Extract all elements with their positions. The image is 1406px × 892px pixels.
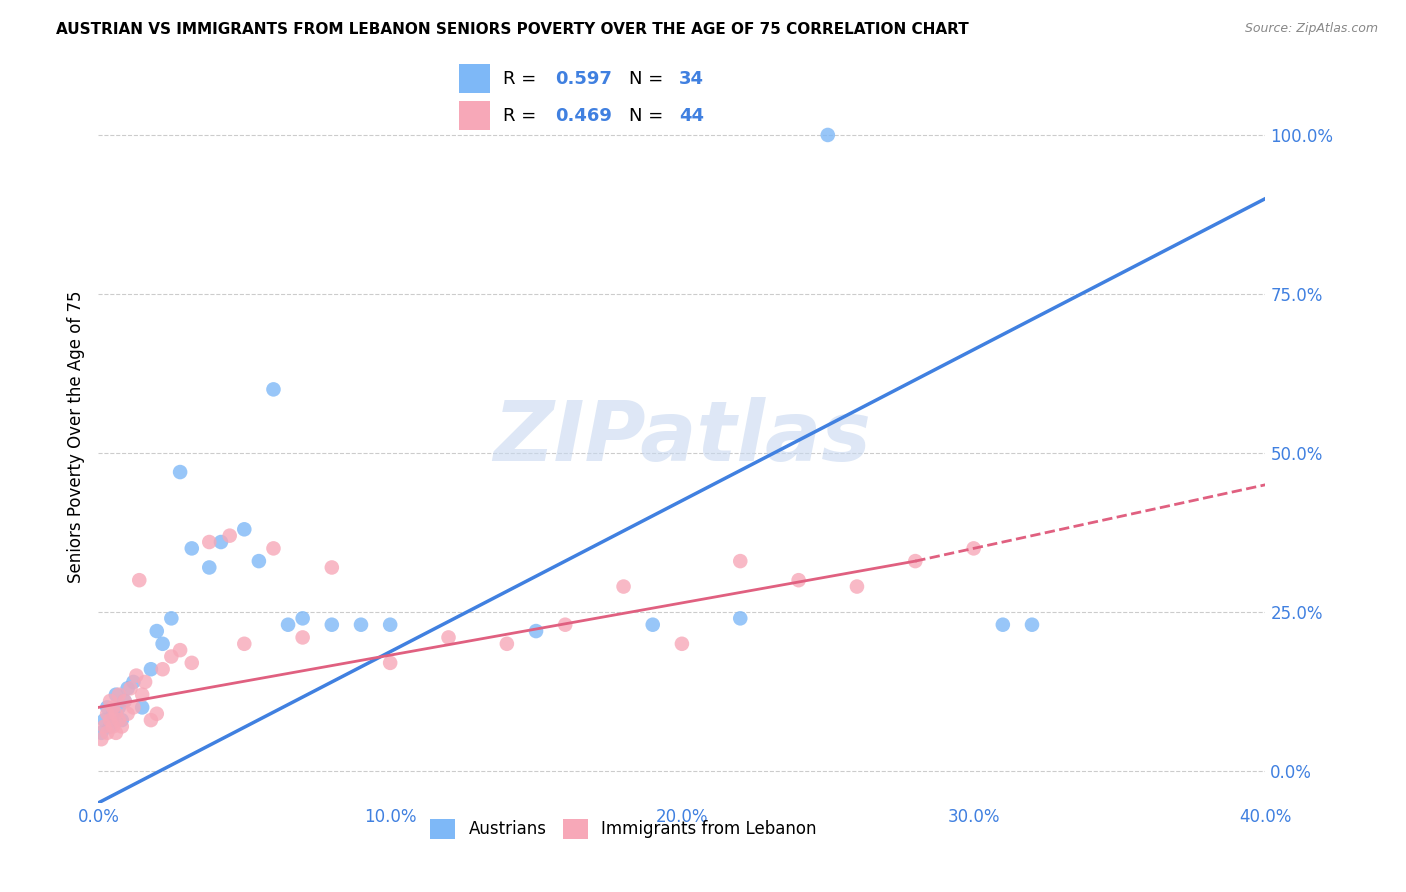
Point	[730, 611, 752, 625]
Point	[128, 573, 150, 587]
Point	[291, 631, 314, 645]
Point	[96, 706, 118, 721]
Point	[152, 637, 174, 651]
Point	[247, 554, 270, 568]
Legend: Austrians, Immigrants from Lebanon: Austrians, Immigrants from Lebanon	[423, 812, 824, 846]
Point	[117, 681, 139, 696]
Point	[122, 700, 145, 714]
Text: 34: 34	[679, 70, 704, 87]
Point	[233, 522, 256, 536]
Text: N =: N =	[630, 70, 669, 87]
Point	[122, 675, 145, 690]
Point	[262, 383, 284, 397]
Point	[108, 700, 131, 714]
Point	[350, 617, 373, 632]
Text: AUSTRIAN VS IMMIGRANTS FROM LEBANON SENIORS POVERTY OVER THE AGE OF 75 CORRELATI: AUSTRIAN VS IMMIGRANTS FROM LEBANON SENI…	[56, 22, 969, 37]
Point	[125, 668, 148, 682]
Point	[524, 624, 547, 638]
Point	[160, 611, 183, 625]
Point	[104, 706, 127, 721]
Point	[131, 700, 153, 714]
Point	[117, 706, 139, 721]
Point	[111, 719, 134, 733]
Point	[218, 529, 240, 543]
Point	[98, 713, 121, 727]
Point	[321, 617, 343, 632]
Point	[101, 700, 124, 714]
FancyBboxPatch shape	[460, 64, 491, 94]
Text: N =: N =	[630, 107, 669, 125]
Point	[233, 637, 256, 651]
Point	[96, 700, 118, 714]
Point	[198, 535, 221, 549]
Point	[90, 732, 112, 747]
Point	[139, 662, 162, 676]
Point	[817, 128, 839, 142]
Point	[198, 560, 221, 574]
Text: R =: R =	[502, 107, 541, 125]
Point	[93, 719, 115, 733]
Text: Source: ZipAtlas.com: Source: ZipAtlas.com	[1244, 22, 1378, 36]
Point	[787, 573, 810, 587]
Text: 0.469: 0.469	[555, 107, 612, 125]
Point	[98, 719, 121, 733]
Point	[120, 681, 142, 696]
Point	[612, 580, 634, 594]
Point	[101, 706, 124, 721]
Point	[180, 656, 202, 670]
Point	[152, 662, 174, 676]
Point	[104, 726, 127, 740]
Text: 44: 44	[679, 107, 704, 125]
Point	[134, 675, 156, 690]
Y-axis label: Seniors Poverty Over the Age of 75: Seniors Poverty Over the Age of 75	[66, 291, 84, 583]
Point	[730, 554, 752, 568]
Point	[104, 688, 127, 702]
Point	[291, 611, 314, 625]
Point	[160, 649, 183, 664]
Point	[101, 719, 124, 733]
Point	[209, 535, 232, 549]
Text: R =: R =	[502, 70, 541, 87]
Point	[1021, 617, 1043, 632]
Point	[380, 656, 402, 670]
Point	[180, 541, 202, 556]
Point	[114, 694, 136, 708]
Point	[321, 560, 343, 574]
Point	[962, 541, 984, 556]
FancyBboxPatch shape	[460, 102, 491, 130]
Point	[114, 694, 136, 708]
Point	[98, 694, 121, 708]
Point	[146, 706, 169, 721]
Point	[108, 713, 131, 727]
Point	[262, 541, 284, 556]
Point	[991, 617, 1014, 632]
Point	[139, 713, 162, 727]
Point	[904, 554, 927, 568]
Point	[169, 643, 191, 657]
Point	[93, 713, 115, 727]
Text: 0.597: 0.597	[555, 70, 612, 87]
Point	[96, 726, 118, 740]
Point	[169, 465, 191, 479]
Point	[380, 617, 402, 632]
Point	[846, 580, 869, 594]
Point	[671, 637, 693, 651]
Point	[641, 617, 664, 632]
Text: ZIPatlas: ZIPatlas	[494, 397, 870, 477]
Point	[277, 617, 299, 632]
Point	[131, 688, 153, 702]
Point	[496, 637, 519, 651]
Point	[90, 726, 112, 740]
Point	[437, 631, 460, 645]
Point	[108, 688, 131, 702]
Point	[554, 617, 576, 632]
Point	[111, 713, 134, 727]
Point	[146, 624, 169, 638]
